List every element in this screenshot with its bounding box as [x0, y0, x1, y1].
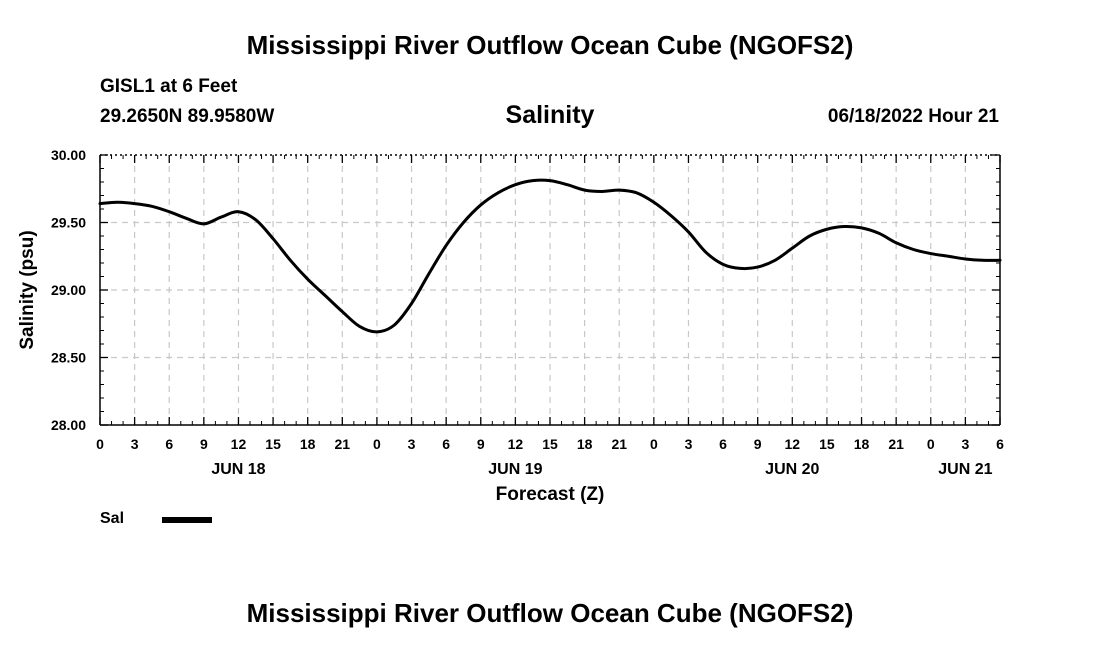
x-tick-label: 3: [408, 436, 416, 452]
x-tick-label: 18: [854, 436, 870, 452]
x-tick-label: 18: [577, 436, 593, 452]
station-name: GISL1 at 6 Feet: [100, 76, 238, 97]
x-tick-label: 12: [508, 436, 524, 452]
x-tick-label: 21: [335, 436, 351, 452]
chart-main-title: Mississippi River Outflow Ocean Cube (NG…: [246, 30, 854, 60]
y-tick-label: 28.50: [51, 350, 86, 366]
x-tick-label: 9: [754, 436, 762, 452]
x-tick-label: 21: [611, 436, 627, 452]
station-coordinates: 29.2650N 89.9580W: [100, 106, 275, 127]
x-tick-label: 15: [819, 436, 835, 452]
x-tick-label: 3: [961, 436, 969, 452]
x-tick-label: 9: [477, 436, 485, 452]
grid-lines: [100, 155, 1000, 425]
x-day-label: JUN 19: [488, 461, 542, 478]
legend-line-swatch: [162, 517, 212, 523]
x-day-label: JUN 21: [938, 461, 992, 478]
x-tick-label: 12: [231, 436, 247, 452]
x-tick-label: 18: [300, 436, 316, 452]
x-tick-label: 6: [165, 436, 173, 452]
salinity-series-line: [98, 178, 1002, 334]
x-day-label: JUN 20: [765, 461, 819, 478]
axes: [99, 154, 1001, 426]
x-day-label: JUN 18: [211, 461, 265, 478]
x-tick-label: 0: [650, 436, 658, 452]
y-tick-label: 28.00: [51, 417, 86, 433]
x-tick-label: 6: [442, 436, 450, 452]
x-tick-label: 6: [996, 436, 1004, 452]
x-tick-label: 0: [373, 436, 381, 452]
x-tick-label: 6: [719, 436, 727, 452]
forecast-run-time: 06/18/2022 Hour 21: [827, 106, 999, 127]
legend-label: Sal: [100, 510, 125, 527]
series-layer: [98, 178, 1002, 334]
x-tick-label: 15: [542, 436, 558, 452]
x-tick-label: 15: [265, 436, 281, 452]
x-tick-label: 21: [888, 436, 904, 452]
x-tick-label: 3: [685, 436, 693, 452]
y-tick-label: 29.00: [51, 282, 86, 298]
x-tick-label: 12: [785, 436, 801, 452]
chart-subtitle: Salinity: [505, 101, 595, 129]
y-tick-label: 29.50: [51, 215, 86, 231]
x-tick-label: 0: [927, 436, 935, 452]
x-tick-label: 0: [96, 436, 104, 452]
x-axis-title: Forecast (Z): [496, 484, 605, 505]
x-tick-label: 3: [131, 436, 139, 452]
x-tick-label: 9: [200, 436, 208, 452]
y-tick-label: 30.00: [51, 147, 86, 163]
y-axis-title: Salinity (psu): [17, 230, 38, 349]
axis-labels: 0 3 6 9 12 15 18 21 0 3 6 9 12 15 18 21 0 3 6 9 12 15 18 21 0 3 6J…: [17, 147, 1004, 505]
next-chart-title: Mississippi River Outflow Ocean Cube (NG…: [246, 598, 854, 628]
